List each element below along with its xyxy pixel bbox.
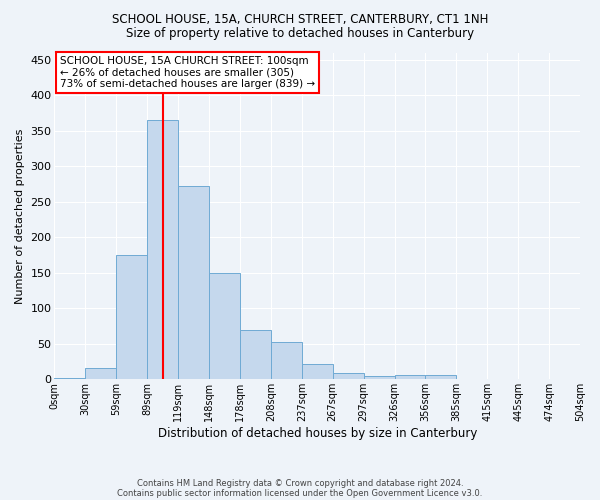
Text: SCHOOL HOUSE, 15A, CHURCH STREET, CANTERBURY, CT1 1NH: SCHOOL HOUSE, 15A, CHURCH STREET, CANTER… xyxy=(112,12,488,26)
Text: Contains public sector information licensed under the Open Government Licence v3: Contains public sector information licen… xyxy=(118,488,482,498)
Bar xyxy=(487,378,518,380)
Bar xyxy=(55,378,85,380)
Bar xyxy=(178,186,209,380)
Bar xyxy=(240,330,271,380)
Bar xyxy=(271,342,302,380)
Bar xyxy=(332,373,364,380)
Bar xyxy=(116,255,147,380)
Bar xyxy=(364,376,395,380)
Text: Size of property relative to detached houses in Canterbury: Size of property relative to detached ho… xyxy=(126,28,474,40)
Y-axis label: Number of detached properties: Number of detached properties xyxy=(15,128,25,304)
X-axis label: Distribution of detached houses by size in Canterbury: Distribution of detached houses by size … xyxy=(158,427,477,440)
Bar xyxy=(147,120,178,380)
Bar xyxy=(302,364,332,380)
Text: SCHOOL HOUSE, 15A CHURCH STREET: 100sqm
← 26% of detached houses are smaller (30: SCHOOL HOUSE, 15A CHURCH STREET: 100sqm … xyxy=(60,56,315,89)
Bar xyxy=(209,272,240,380)
Bar xyxy=(85,368,116,380)
Bar xyxy=(549,378,580,380)
Text: Contains HM Land Registry data © Crown copyright and database right 2024.: Contains HM Land Registry data © Crown c… xyxy=(137,478,463,488)
Bar xyxy=(395,375,425,380)
Bar xyxy=(425,375,457,380)
